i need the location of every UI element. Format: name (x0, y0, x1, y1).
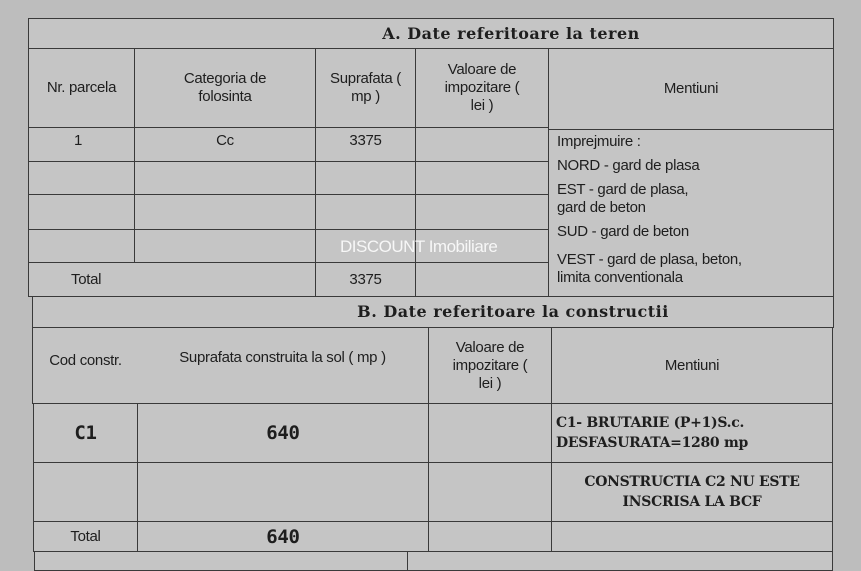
cell-mentiuni-c2: CONSTRUCTIA C2 NU ESTE INSCRISA LA BCF (551, 462, 833, 522)
empty-cell (28, 229, 135, 263)
empty-cell (134, 229, 316, 263)
total-valoare-a (415, 262, 549, 297)
empty-cell (315, 161, 416, 195)
total-label-a: Total (28, 262, 316, 297)
cell-suprafata-c1: 640 (137, 403, 429, 463)
empty-cell (28, 194, 135, 230)
cell-nr: 1 (28, 127, 135, 162)
next-row-cell (34, 551, 408, 571)
mentiuni-line: gard de beton (557, 199, 646, 216)
header-mentiuni-b: Mentiuni (551, 327, 833, 404)
header-mentiuni: Mentiuni (548, 48, 834, 130)
empty-cell (33, 462, 138, 522)
empty-cell (28, 161, 135, 195)
cell-valoare-c1 (428, 403, 552, 463)
cell-cod-c1: C1 (33, 403, 138, 463)
next-row-cell (407, 551, 833, 571)
total-suprafata-b: 640 (137, 521, 429, 552)
mentiuni-teren: Imprejmuire : NORD - gard de plasa EST -… (548, 129, 834, 297)
header-categoria: Categoria de folosinta (134, 48, 316, 128)
empty-cell (428, 462, 552, 522)
cell-suprafata: 3375 (315, 127, 416, 162)
empty-cell (415, 161, 549, 195)
mentiuni-line: SUD - gard de beton (557, 223, 689, 240)
mentiuni-line: limita conventionala (557, 269, 683, 286)
section-a-title: A. Date referitoare la teren (28, 18, 834, 49)
empty-cell (415, 229, 549, 263)
header-suprafata: Suprafata ( mp ) (315, 48, 416, 128)
watermark: DISCOUNT Imobiliare (340, 237, 498, 256)
mentiuni-line: EST - gard de plasa, (557, 181, 689, 198)
cell-categoria: Cc (134, 127, 316, 162)
total-suprafata-a: 3375 (315, 262, 416, 297)
header-suprafata-construita: Suprafata construita la sol ( mp ) (137, 327, 429, 404)
mentiuni-line: Imprejmuire : (557, 133, 641, 150)
mentiuni-line: VEST - gard de plasa, beton, (557, 251, 742, 268)
empty-cell (134, 161, 316, 195)
empty-cell (315, 229, 416, 263)
header-valoare-b: Valoare de impozitare ( lei ) (428, 327, 552, 404)
total-valoare-b (428, 521, 552, 552)
cell-valoare (415, 127, 549, 162)
empty-cell (137, 462, 429, 522)
empty-cell (315, 194, 416, 230)
header-cod: Cod constr. (32, 327, 138, 404)
total-label-b: Total (33, 521, 138, 552)
cell-mentiuni-c1: C1- BRUTARIE (P+1)S.c. DESFASURATA=1280 … (551, 403, 833, 463)
section-b-title: B. Date referitoare la constructii (32, 296, 834, 328)
empty-cell (415, 194, 549, 230)
header-nr-parcela: Nr. parcela (28, 48, 135, 128)
mentiuni-line: NORD - gard de plasa (557, 157, 700, 174)
total-mentiuni-b (551, 521, 833, 552)
empty-cell (134, 194, 316, 230)
header-valoare: Valoare de impozitare ( lei ) (415, 48, 549, 128)
